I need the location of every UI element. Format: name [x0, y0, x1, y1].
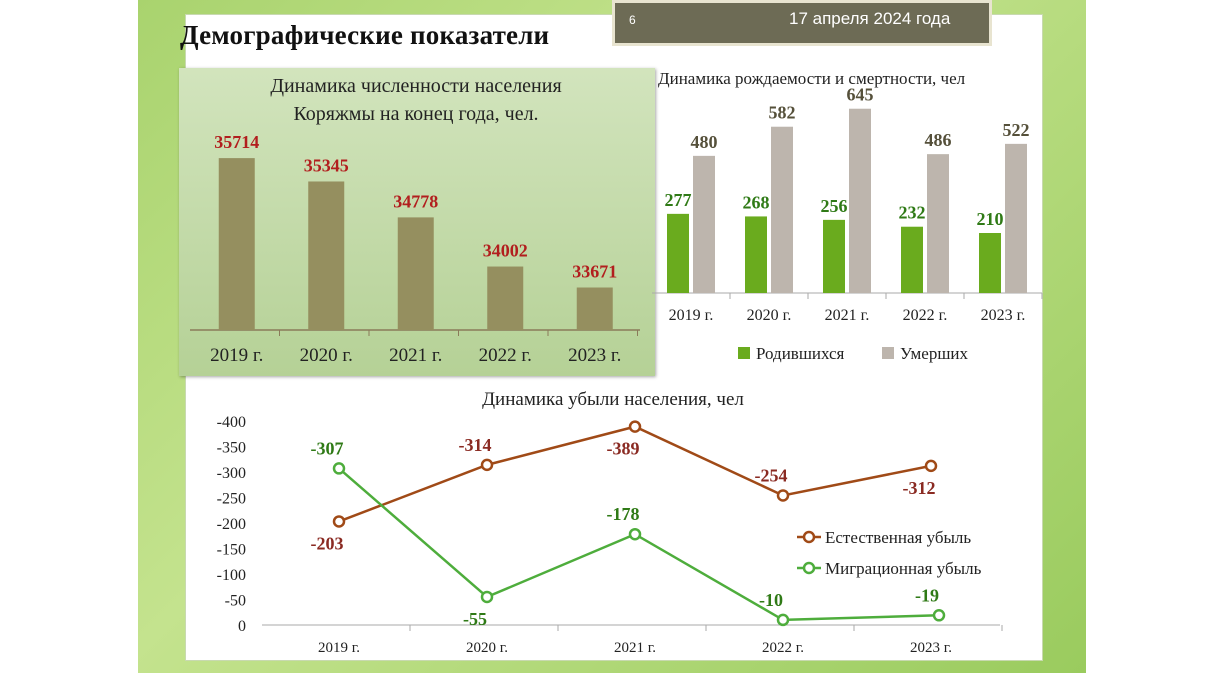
population-bar [397, 217, 434, 330]
migration-loss-point [628, 527, 642, 541]
legend-deaths-label: Умерших [900, 344, 969, 363]
births-value-label: 268 [743, 192, 770, 212]
deaths-value-label: 486 [925, 130, 952, 150]
migration-loss-point [932, 609, 946, 622]
deaths-bar [693, 155, 715, 293]
population-chart-title-line-1: Динамика численности населения [270, 75, 561, 97]
loss-category-label: 2022 г. [762, 640, 804, 656]
loss-y-tick-label: -250 [217, 491, 246, 508]
births-value-label: 232 [899, 203, 926, 223]
natural-loss-point [480, 458, 494, 472]
loss-category-label: 2019 г. [318, 640, 360, 656]
legend-migration-loss-marker [802, 561, 816, 575]
loss-y-tick-label: -400 [217, 414, 246, 431]
population-category-label: 2021 г. [389, 345, 442, 366]
population-category-label: 2023 г. [568, 345, 621, 366]
slide-header-box: 6 17 апреля 2024 года [612, 0, 992, 46]
births-deaths-chart-title: Динамика рождаемости и смертности, чел [658, 69, 966, 88]
births-deaths-category-label: 2019 г. [669, 307, 714, 324]
loss-category-label: 2023 г. [910, 640, 952, 656]
deaths-bar [849, 108, 871, 293]
loss-y-tick-label: 0 [238, 618, 246, 635]
legend-migration-loss-label: Миграционная убыль [825, 559, 982, 578]
births-bar [901, 226, 923, 293]
loss-y-tick-label: -100 [217, 567, 246, 584]
births-deaths-category-label: 2021 г. [825, 307, 870, 324]
loss-category-label: 2021 г. [614, 640, 656, 656]
population-loss-chart: Динамика убыли населения, чел -400 -350 -3… [217, 389, 1003, 656]
loss-y-tick-label: -300 [217, 465, 246, 482]
births-bar [979, 233, 1001, 293]
migration-loss-value-label: -19 [915, 585, 939, 605]
population-bar [487, 266, 524, 330]
legend-natural-loss-marker [802, 530, 816, 544]
deaths-bar [771, 126, 793, 293]
births-deaths-legend: Родившихся Умерших [738, 344, 969, 363]
population-value-label: 35714 [214, 132, 259, 152]
loss-y-tick-label: -350 [217, 440, 246, 457]
natural-loss-value-label: -254 [755, 465, 788, 485]
deaths-bar [927, 154, 949, 293]
migration-loss-value-label: -307 [311, 438, 344, 458]
population-category-label: 2019 г. [210, 345, 263, 366]
population-loss-chart-title: Динамика убыли населения, чел [482, 389, 744, 410]
births-deaths-chart: Динамика рождаемости и смертности, чел 2… [652, 69, 1043, 363]
births-deaths-category-label: 2022 г. [903, 307, 948, 324]
natural-loss-point [776, 489, 790, 502]
births-deaths-category-label: 2020 г. [747, 307, 792, 324]
population-value-label: 34778 [393, 191, 438, 211]
births-value-label: 277 [665, 190, 692, 210]
population-category-label: 2022 г. [479, 345, 532, 366]
natural-loss-value-label: -314 [459, 435, 492, 455]
births-bar [745, 216, 767, 293]
natural-loss-value-label: -203 [311, 533, 344, 553]
loss-y-tick-label: -150 [217, 542, 246, 559]
population-category-label: 2020 г. [300, 345, 353, 366]
natural-loss-value-label: -312 [903, 478, 936, 498]
population-value-label: 34002 [483, 241, 528, 261]
population-bar [576, 287, 613, 330]
legend-births-label: Родившихся [756, 344, 845, 363]
births-deaths-category-label: 2023 г. [981, 307, 1026, 324]
loss-y-tick-label: -200 [217, 516, 246, 533]
population-chart-title-line-2: Коряжмы на конец года, чел. [293, 103, 538, 125]
deaths-bar [1005, 143, 1027, 293]
births-bar [823, 219, 845, 293]
natural-loss-point [332, 515, 346, 528]
migration-loss-point [776, 613, 790, 627]
legend-natural-loss-label: Естественная убыль [825, 528, 971, 547]
deaths-value-label: 522 [1003, 120, 1030, 140]
legend-births-swatch [738, 347, 750, 359]
births-value-label: 256 [821, 196, 848, 216]
loss-category-label: 2020 г. [466, 640, 508, 656]
migration-loss-point [332, 462, 346, 475]
migration-loss-value-label: -55 [463, 609, 487, 629]
population-loss-legend: Естественная убыль Миграционная убыль [797, 528, 982, 578]
deaths-value-label: 645 [847, 85, 874, 105]
population-value-label: 33671 [572, 262, 617, 282]
slide-number: 6 [629, 13, 636, 27]
migration-loss-point [480, 590, 494, 604]
natural-loss-point [628, 420, 642, 433]
births-bar [667, 213, 689, 293]
slide-title: Демографические показатели [180, 20, 550, 50]
natural-loss-point [924, 459, 938, 473]
migration-loss-value-label: -178 [607, 504, 640, 524]
natural-loss-value-label: -389 [607, 439, 640, 459]
legend-deaths-swatch [882, 347, 894, 359]
population-bar [308, 181, 345, 330]
deaths-value-label: 582 [769, 103, 796, 123]
population-chart: Динамика численности населения Коряжмы н… [190, 75, 640, 366]
deaths-value-label: 480 [691, 132, 718, 152]
migration-loss-value-label: -10 [759, 590, 783, 610]
births-value-label: 210 [977, 209, 1004, 229]
population-value-label: 35345 [304, 155, 349, 175]
slide-date: 17 апреля 2024 года [789, 9, 951, 28]
loss-y-tick-label: -50 [225, 593, 246, 610]
population-bar [218, 158, 255, 330]
